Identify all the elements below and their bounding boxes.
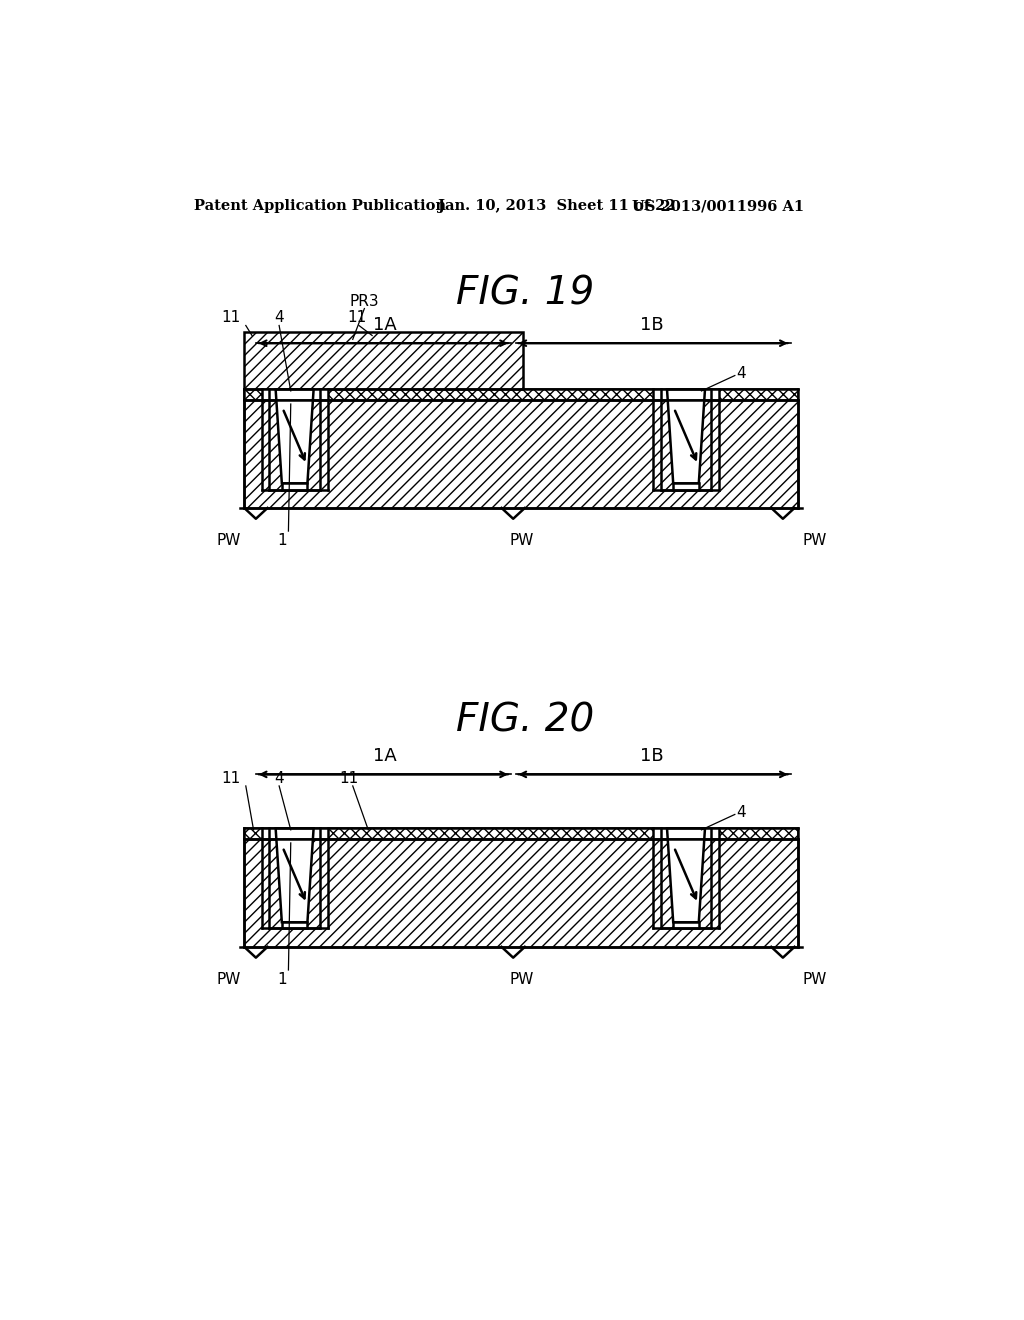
Bar [673, 483, 698, 490]
Text: 4: 4 [736, 367, 746, 381]
Text: 11: 11 [347, 310, 367, 326]
Text: PW: PW [802, 972, 826, 986]
Polygon shape [667, 389, 705, 483]
Polygon shape [275, 389, 313, 483]
Text: FIG. 20: FIG. 20 [456, 701, 594, 739]
Bar [653, 828, 719, 840]
Text: FIG. 19: FIG. 19 [456, 275, 594, 312]
Bar [262, 828, 328, 840]
Text: 4: 4 [274, 310, 284, 326]
Text: 4: 4 [736, 805, 746, 821]
Bar [245, 840, 799, 946]
Text: PW: PW [509, 972, 534, 986]
Bar [282, 923, 307, 928]
Text: 1A: 1A [373, 315, 396, 334]
Text: 1: 1 [278, 972, 287, 986]
Text: Patent Application Publication: Patent Application Publication [194, 199, 445, 213]
Bar [282, 483, 307, 490]
Bar [245, 400, 799, 508]
Text: 4: 4 [274, 771, 284, 785]
Text: 11: 11 [339, 771, 358, 785]
Text: PW: PW [216, 972, 241, 986]
Bar [653, 388, 719, 401]
Text: US 2013/0011996 A1: US 2013/0011996 A1 [632, 199, 804, 213]
Text: PW: PW [216, 533, 241, 548]
Text: 11: 11 [221, 310, 241, 326]
Text: 1B: 1B [640, 315, 664, 334]
Polygon shape [275, 829, 313, 923]
Text: PW: PW [802, 533, 826, 548]
Bar [245, 829, 799, 840]
Bar [245, 389, 799, 400]
Text: PW: PW [509, 533, 534, 548]
Bar [262, 388, 328, 401]
Text: 1A: 1A [373, 747, 396, 766]
Bar [673, 923, 698, 928]
Text: 1: 1 [278, 533, 287, 548]
Polygon shape [667, 829, 705, 923]
Bar [245, 331, 523, 389]
Text: PR3: PR3 [349, 293, 379, 309]
Text: Jan. 10, 2013  Sheet 11 of 22: Jan. 10, 2013 Sheet 11 of 22 [438, 199, 676, 213]
Text: 1B: 1B [640, 747, 664, 766]
Text: 11: 11 [221, 771, 241, 785]
